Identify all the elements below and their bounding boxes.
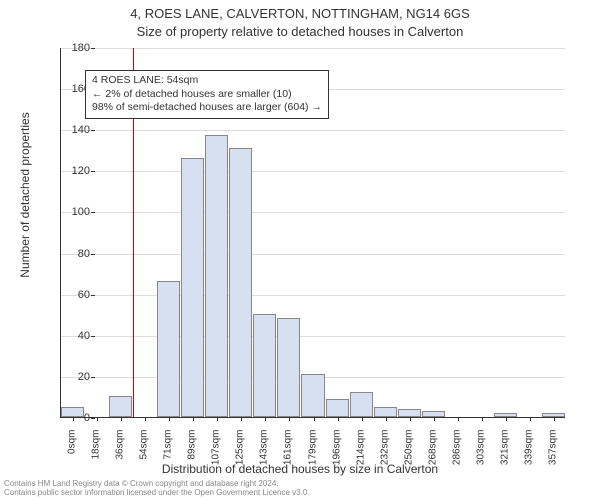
- x-tick-label: 357sqm: [547, 430, 558, 490]
- histogram-bar: [326, 399, 349, 418]
- chart-title-main: 4, ROES LANE, CALVERTON, NOTTINGHAM, NG1…: [0, 6, 600, 21]
- footer-line2: Contains public sector information licen…: [4, 488, 310, 498]
- x-tick: [362, 417, 363, 421]
- y-tick-label: 20: [60, 371, 90, 383]
- histogram-bar: [109, 396, 132, 417]
- x-tick: [410, 417, 411, 421]
- gridline: [61, 130, 565, 131]
- histogram-bar: [542, 413, 565, 417]
- x-tick-label: 107sqm: [211, 430, 222, 490]
- y-tick-label: 140: [60, 124, 90, 136]
- gridline: [61, 48, 565, 49]
- x-tick: [289, 417, 290, 421]
- histogram-bar: [398, 409, 421, 417]
- x-tick-label: 250sqm: [403, 430, 414, 490]
- x-tick-label: 89sqm: [187, 430, 198, 490]
- x-tick: [386, 417, 387, 421]
- annotation-line2: ← 2% of detached houses are smaller (10): [92, 88, 322, 102]
- histogram-bar: [253, 314, 276, 417]
- histogram-bar: [301, 374, 324, 417]
- x-tick-label: 321sqm: [499, 430, 510, 490]
- x-tick-label: 71sqm: [163, 430, 174, 490]
- annotation-line3: 98% of semi-detached houses are larger (…: [92, 101, 322, 115]
- x-tick-label: 303sqm: [475, 430, 486, 490]
- x-tick-label: 268sqm: [427, 430, 438, 490]
- x-tick-label: 286sqm: [451, 430, 462, 490]
- x-tick: [506, 417, 507, 421]
- x-tick: [530, 417, 531, 421]
- x-tick: [145, 417, 146, 421]
- x-tick-label: 179sqm: [307, 430, 318, 490]
- x-tick-label: 18sqm: [91, 430, 102, 490]
- x-tick: [434, 417, 435, 421]
- y-tick-label: 180: [60, 42, 90, 54]
- y-tick-label: 100: [60, 206, 90, 218]
- histogram-bar: [205, 135, 228, 417]
- x-tick: [121, 417, 122, 421]
- gridline: [61, 336, 565, 337]
- x-tick: [217, 417, 218, 421]
- x-tick: [169, 417, 170, 421]
- gridline: [61, 295, 565, 296]
- x-tick-label: 36sqm: [115, 430, 126, 490]
- y-tick-label: 60: [60, 289, 90, 301]
- histogram-bar: [422, 411, 445, 417]
- histogram-bar: [229, 148, 252, 417]
- y-axis-label: Number of detached properties: [18, 70, 32, 320]
- x-tick: [458, 417, 459, 421]
- histogram-bar: [494, 413, 517, 417]
- x-tick-label: 339sqm: [523, 430, 534, 490]
- x-tick-label: 54sqm: [139, 430, 150, 490]
- y-tick-label: 80: [60, 248, 90, 260]
- x-tick: [338, 417, 339, 421]
- y-tick-label: 40: [60, 330, 90, 342]
- x-tick: [193, 417, 194, 421]
- histogram-bar: [157, 281, 180, 417]
- annotation-line1: 4 ROES LANE: 54sqm: [92, 74, 322, 88]
- x-tick-label: 232sqm: [379, 430, 390, 490]
- x-tick: [265, 417, 266, 421]
- y-tick-label: 120: [60, 165, 90, 177]
- x-tick: [482, 417, 483, 421]
- x-tick-label: 143sqm: [259, 430, 270, 490]
- x-tick: [554, 417, 555, 421]
- x-tick: [314, 417, 315, 421]
- x-tick-label: 161sqm: [283, 430, 294, 490]
- histogram-bar: [350, 392, 373, 417]
- x-tick: [97, 417, 98, 421]
- histogram-bar: [374, 407, 397, 417]
- chart-plot-area: 4 ROES LANE: 54sqm ← 2% of detached hous…: [60, 48, 565, 418]
- gridline: [61, 212, 565, 213]
- histogram-bar: [181, 158, 204, 417]
- x-tick-label: 214sqm: [355, 430, 366, 490]
- x-tick-label: 0sqm: [67, 430, 78, 490]
- gridline: [61, 254, 565, 255]
- x-tick-label: 125sqm: [235, 430, 246, 490]
- chart-title-sub: Size of property relative to detached ho…: [0, 24, 600, 39]
- gridline: [61, 171, 565, 172]
- x-tick: [241, 417, 242, 421]
- x-tick-label: 196sqm: [331, 430, 342, 490]
- histogram-bar: [61, 407, 84, 417]
- annotation-box: 4 ROES LANE: 54sqm ← 2% of detached hous…: [85, 70, 329, 119]
- histogram-bar: [277, 318, 300, 417]
